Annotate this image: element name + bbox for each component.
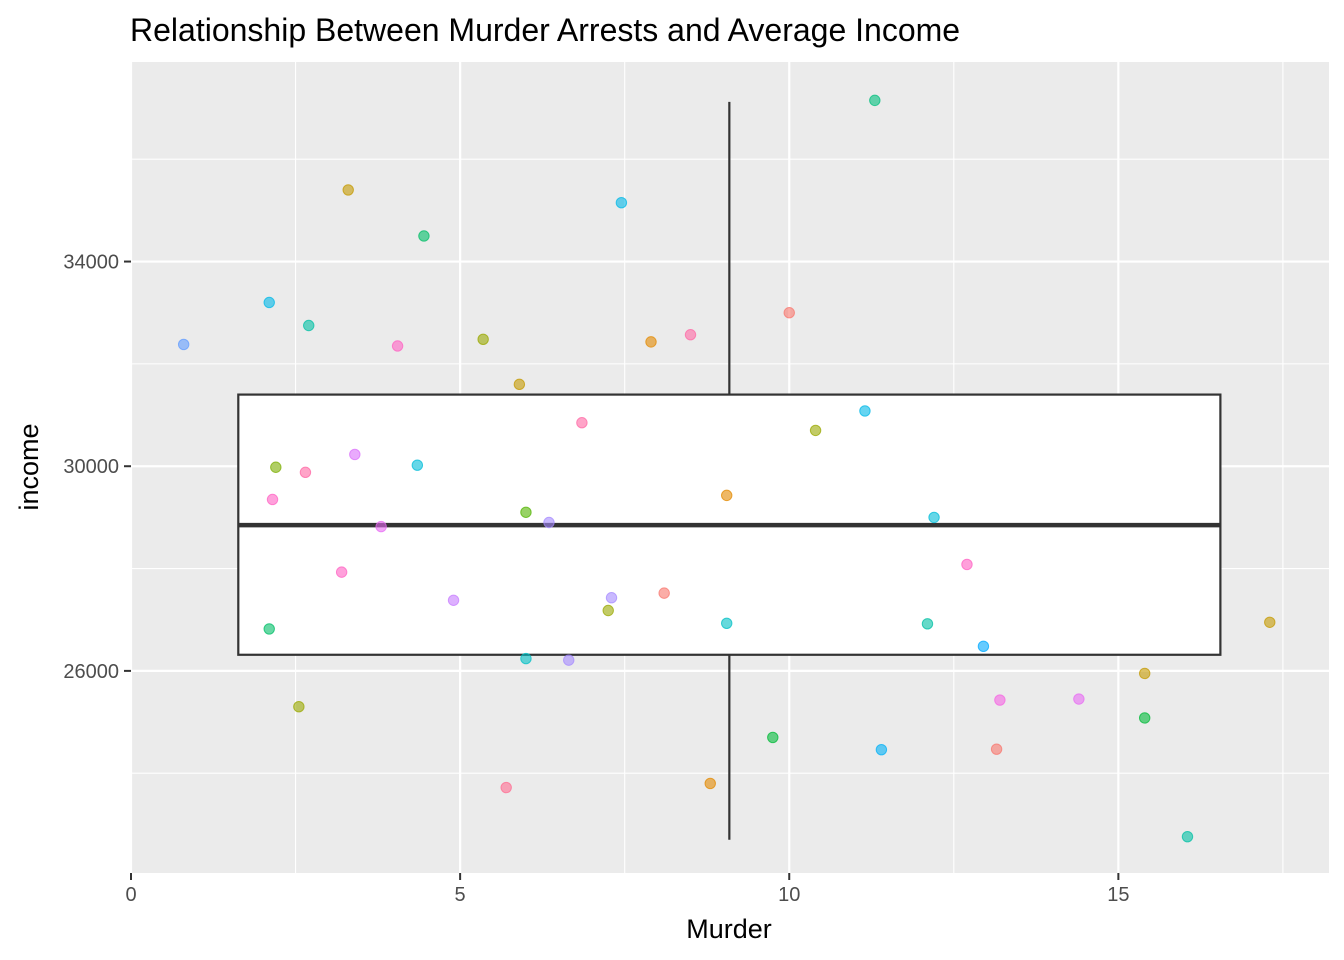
y-axis: 26000 30000 34000 [63, 252, 131, 683]
data-point [961, 558, 973, 571]
x-tick-label: 15 [1107, 884, 1129, 906]
data-point [293, 701, 305, 713]
data-point [1264, 616, 1276, 628]
data-point [1181, 830, 1194, 843]
data-point [299, 466, 312, 479]
data-point [721, 489, 733, 502]
data-point [563, 654, 575, 666]
data-point [869, 94, 881, 107]
data-point [335, 566, 348, 578]
data-point [513, 378, 526, 391]
chart-title: Relationship Between Murder Arrests and … [130, 12, 960, 48]
data-point [994, 694, 1006, 706]
data-point [990, 743, 1003, 755]
data-point [263, 623, 275, 635]
data-point [177, 338, 190, 351]
data-point [500, 781, 512, 794]
data-point [411, 459, 424, 471]
data-point [721, 617, 733, 630]
data-point [704, 777, 716, 790]
data-point [605, 592, 618, 604]
data-point [349, 448, 361, 461]
data-point [1073, 693, 1085, 705]
x-tick-label: 0 [125, 884, 136, 906]
data-point [270, 461, 282, 473]
x-tick-label: 10 [778, 884, 800, 906]
data-point [342, 184, 354, 196]
data-point [859, 405, 871, 417]
data-point [576, 417, 588, 429]
data-point [875, 743, 888, 756]
data-point [684, 329, 697, 341]
x-axis-title: Murder [686, 914, 772, 944]
data-point [1138, 667, 1151, 680]
data-point [977, 640, 990, 653]
data-point [543, 516, 555, 529]
data-point [391, 340, 404, 352]
data-point [520, 652, 532, 665]
boxplot [237, 101, 1222, 840]
data-point [658, 587, 670, 599]
data-point [928, 511, 940, 524]
y-tick-label: 26000 [63, 661, 119, 683]
data-point [602, 604, 614, 617]
data-point [1138, 712, 1151, 724]
data-point [783, 307, 795, 319]
y-tick-label: 30000 [63, 456, 119, 478]
data-point [645, 336, 657, 348]
data-point [303, 319, 315, 332]
x-axis: 0 5 10 15 [125, 873, 1129, 906]
data-point [418, 230, 430, 242]
data-point [615, 197, 628, 209]
data-point [921, 618, 934, 630]
data-point [263, 296, 275, 309]
y-tick-label: 34000 [63, 252, 119, 274]
data-point [477, 333, 489, 346]
x-tick-label: 5 [455, 884, 466, 906]
data-point [447, 594, 460, 606]
y-axis-title: income [14, 423, 44, 510]
data-point [520, 506, 532, 518]
data-point [809, 424, 822, 437]
data-point [266, 493, 279, 506]
data-point [767, 731, 779, 744]
data-point [375, 520, 387, 533]
data-points [177, 94, 1276, 843]
